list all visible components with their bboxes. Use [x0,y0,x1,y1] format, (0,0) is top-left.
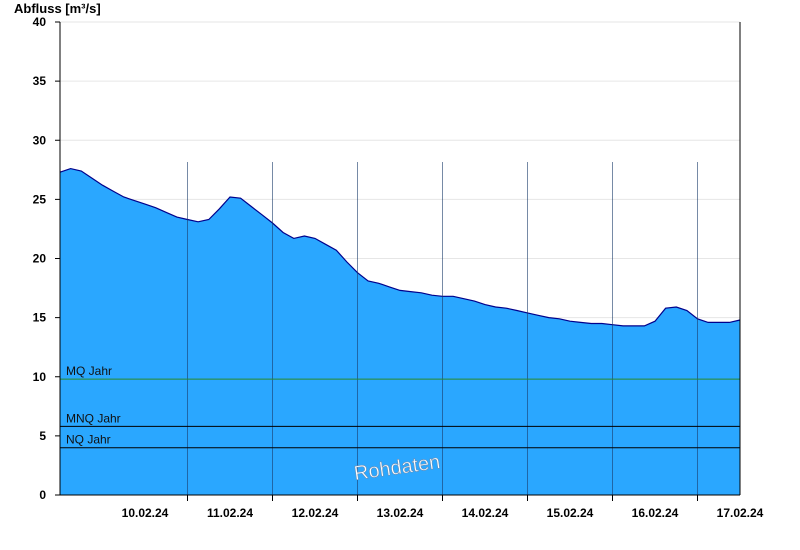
y-tick-label: 10 [33,370,47,384]
x-tick-label: 15.02.24 [547,506,594,520]
y-axis-label: Abfluss [m³/s] [14,1,101,16]
x-tick-label: 17.02.24 [717,506,764,520]
y-tick-label: 5 [39,429,46,443]
y-tick-label: 25 [33,192,47,206]
x-tick-label: 13.02.24 [377,506,424,520]
reference-line-label: MQ Jahr [66,364,112,378]
reference-line-label: MNQ Jahr [66,411,121,425]
reference-lines: MQ Jahr MNQ Jahr NQ Jahr [60,364,740,449]
day-divider-lines [187,162,698,495]
y-tick-label: 15 [33,311,47,325]
discharge-area [60,168,740,495]
reference-line-label: NQ Jahr [66,433,111,447]
axes-layer: 10.02.24 11.02.24 12.02.24 13.02.24 14.02.24… [33,15,764,520]
x-tick-label: 14.02.24 [462,506,509,520]
y-tick-label: 20 [33,252,47,266]
y-tick-label: 0 [39,488,46,502]
y-tick-label: 40 [33,15,47,29]
discharge-line [59,167,741,327]
x-tick-label: 12.02.24 [292,506,339,520]
x-tick-label: 16.02.24 [632,506,679,520]
x-tick-label: 11.02.24 [207,506,253,520]
x-tick-label: 10.02.24 [122,506,169,520]
y-tick-label: 30 [33,133,47,147]
y-tick-label: 35 [33,74,47,88]
